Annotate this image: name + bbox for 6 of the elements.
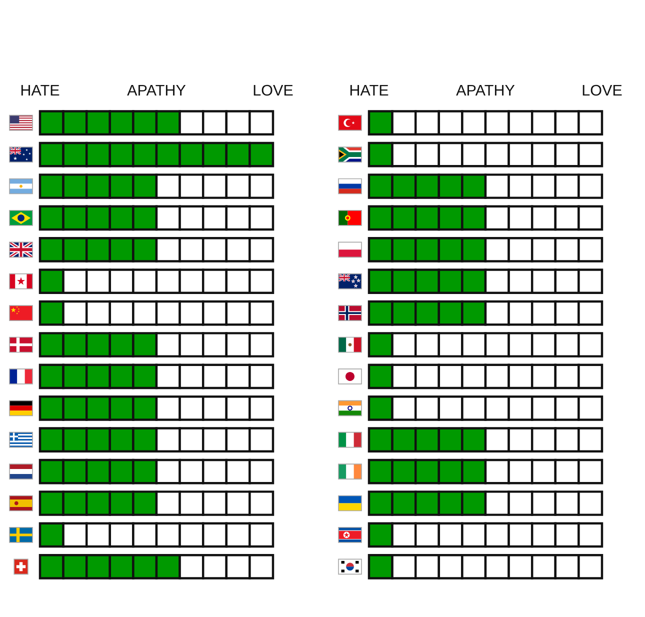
text: HATE — [350, 84, 388, 96]
text: LOVE — [582, 84, 622, 96]
text: APATHY — [127, 84, 186, 96]
text: LOVE — [254, 84, 293, 96]
text: APATHY — [456, 84, 515, 96]
text: HATE — [21, 84, 60, 96]
